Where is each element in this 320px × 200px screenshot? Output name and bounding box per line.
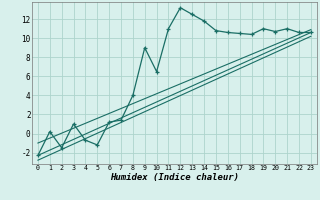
X-axis label: Humidex (Indice chaleur): Humidex (Indice chaleur) <box>110 173 239 182</box>
